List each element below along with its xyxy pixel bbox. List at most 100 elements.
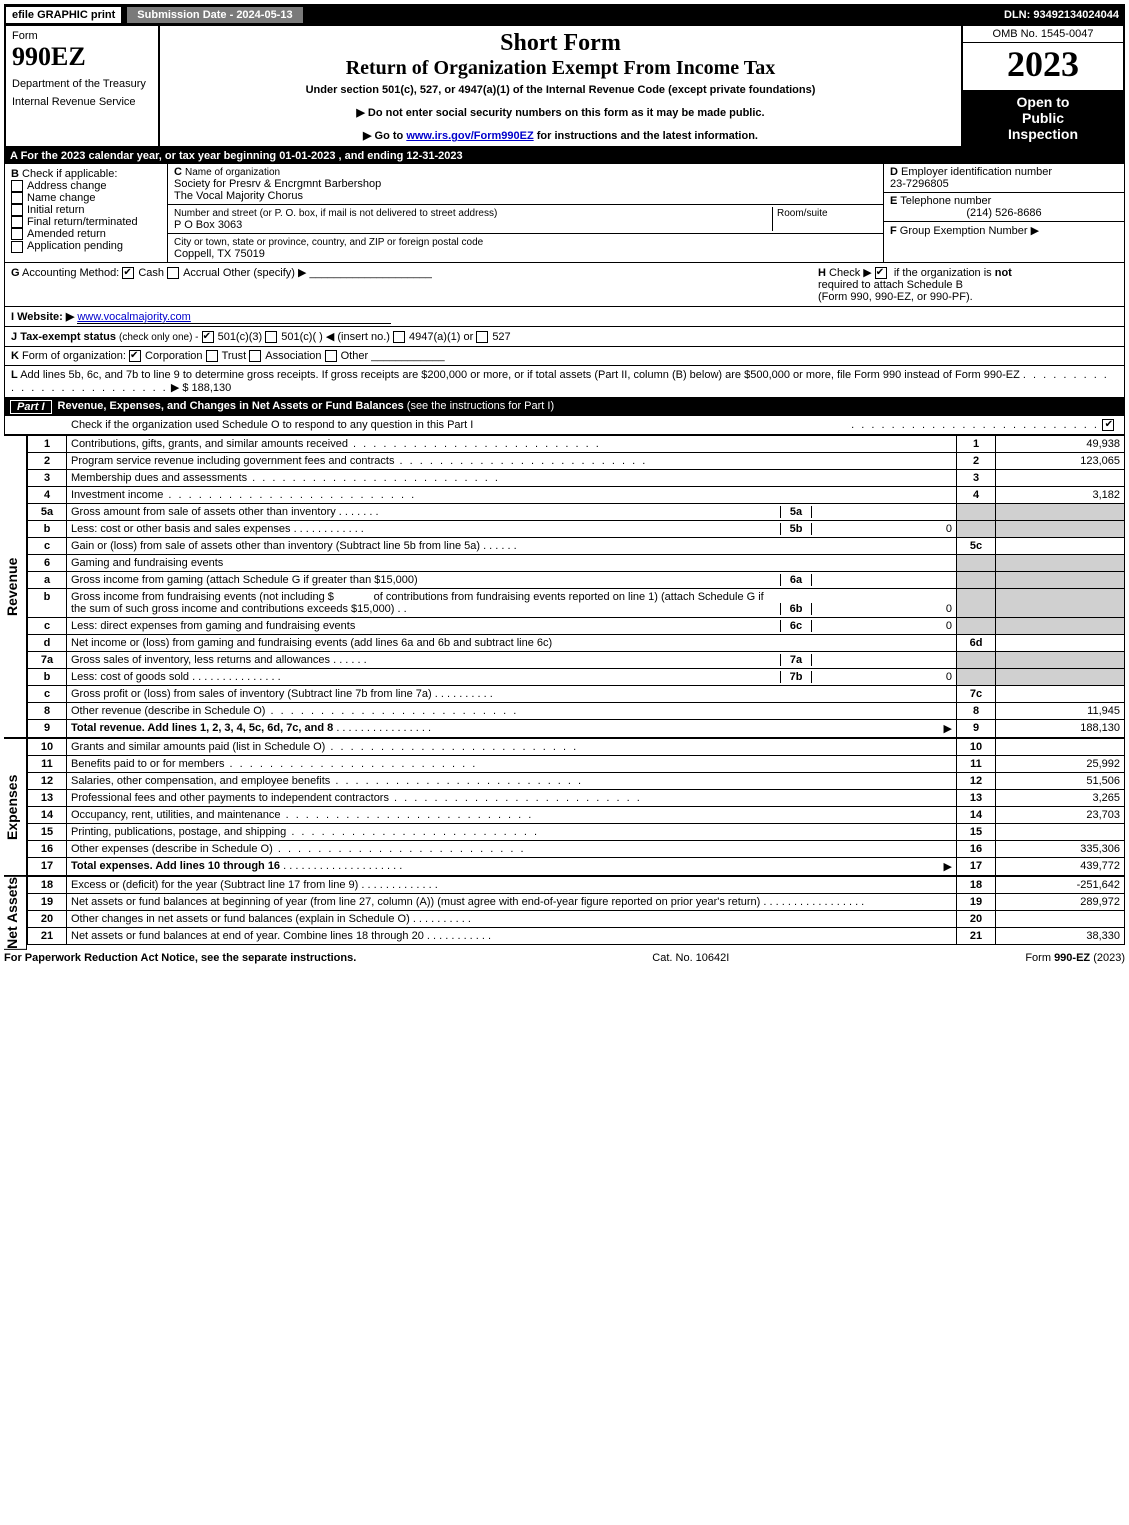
checkbox-cash[interactable]	[122, 267, 134, 279]
line-6b-sub: 6b	[780, 603, 812, 615]
line-21-desc: Net assets or fund balances at end of ye…	[71, 930, 424, 942]
checkbox-accrual[interactable]	[167, 267, 179, 279]
section-d-label: D	[890, 166, 898, 178]
dept-irs: Internal Revenue Service	[12, 96, 152, 108]
shade-cell	[957, 521, 996, 538]
line-6c-subval: 0	[812, 620, 952, 632]
checkbox-name-change[interactable]	[11, 192, 23, 204]
tel-value: (214) 526-8686	[890, 207, 1118, 219]
line-17-desc: Total expenses. Add lines 10 through 16	[71, 860, 280, 872]
line-9-amount: 188,130	[996, 720, 1125, 738]
org-city: Coppell, TX 75019	[174, 248, 265, 260]
city-label: City or town, state or province, country…	[174, 237, 483, 248]
checkbox-501c3[interactable]	[202, 331, 214, 343]
line-14-num: 14	[28, 807, 67, 824]
line-12-amount: 51,506	[996, 773, 1125, 790]
line-7a-sub: 7a	[780, 654, 812, 666]
line-7b-num: b	[28, 669, 67, 686]
shade-cell	[957, 669, 996, 686]
line-9-box: 9	[957, 720, 996, 738]
footer-notice: For Paperwork Reduction Act Notice, see …	[4, 952, 356, 964]
line-13-desc: Professional fees and other payments to …	[71, 792, 389, 804]
dln-label: DLN: 93492134024044	[1004, 9, 1125, 21]
checkbox-application-pending[interactable]	[11, 241, 23, 253]
checkbox-association[interactable]	[249, 350, 261, 362]
line-5b-subval: 0	[812, 523, 952, 535]
line-row: 4Investment income43,182	[28, 487, 1125, 504]
line-4-box: 4	[957, 487, 996, 504]
arrow-icon: ▶	[944, 722, 952, 735]
checkbox-schedule-o-used[interactable]	[1102, 419, 1114, 431]
section-k: K Form of organization: Corporation Trus…	[4, 347, 1125, 366]
line-19-num: 19	[28, 894, 67, 911]
line-13-amount: 3,265	[996, 790, 1125, 807]
label-final-return: Final return/terminated	[27, 216, 138, 228]
footer-form-ref: Form 990-EZ (2023)	[1025, 952, 1125, 964]
line-7a-desc: Gross sales of inventory, less returns a…	[71, 654, 330, 666]
name-of-org-label: Name of organization	[185, 167, 280, 178]
irs-link[interactable]: www.irs.gov/Form990EZ	[406, 130, 533, 142]
website-url[interactable]: www.vocalmajority.com	[77, 311, 391, 324]
line-4-num: 4	[28, 487, 67, 504]
line-11-num: 11	[28, 756, 67, 773]
section-k-label: K	[11, 350, 19, 362]
label-amended-return: Amended return	[27, 228, 106, 240]
line-6c-desc: Less: direct expenses from gaming and fu…	[71, 620, 355, 632]
line-18-box: 18	[957, 877, 996, 894]
checkbox-4947[interactable]	[393, 331, 405, 343]
footer-form-post: (2023)	[1090, 952, 1125, 964]
efile-print-label[interactable]: efile GRAPHIC print	[4, 5, 123, 25]
line-row: 18Excess or (deficit) for the year (Subt…	[28, 877, 1125, 894]
line-7c-num: c	[28, 686, 67, 703]
line-14-amount: 23,703	[996, 807, 1125, 824]
submission-date: Submission Date - 2024-05-13	[127, 7, 302, 23]
checkbox-final-return[interactable]	[11, 216, 23, 228]
line-16-desc: Other expenses (describe in Schedule O)	[71, 843, 273, 855]
checkbox-trust[interactable]	[206, 350, 218, 362]
section-c: C Name of organization Society for Presr…	[168, 164, 884, 262]
line-19-desc: Net assets or fund balances at beginning…	[71, 896, 760, 908]
inspection-line3: Inspection	[965, 126, 1121, 142]
checkbox-corporation[interactable]	[129, 350, 141, 362]
label-initial-return: Initial return	[27, 204, 84, 216]
line-10-amount	[996, 739, 1125, 756]
label-other-org: Other	[341, 350, 369, 362]
line-8-amount: 11,945	[996, 703, 1125, 720]
shade-cell	[957, 589, 996, 618]
line-13-box: 13	[957, 790, 996, 807]
room-suite-label: Room/suite	[777, 208, 828, 219]
section-l-text: Add lines 5b, 6c, and 7b to line 9 to de…	[20, 369, 1020, 381]
line-row: 1Contributions, gifts, grants, and simil…	[28, 436, 1125, 453]
revenue-vertical-label: Revenue	[4, 435, 27, 738]
checkbox-schedule-b-not-required[interactable]	[875, 267, 887, 279]
line-16-amount: 335,306	[996, 841, 1125, 858]
line-6a-subval	[812, 574, 952, 586]
line-8-box: 8	[957, 703, 996, 720]
form-header: Form 990EZ Department of the Treasury In…	[4, 26, 1125, 148]
line-16-num: 16	[28, 841, 67, 858]
line-2-amount: 123,065	[996, 453, 1125, 470]
label-application-pending: Application pending	[27, 240, 123, 252]
shade-cell	[996, 589, 1125, 618]
label-527: 527	[492, 331, 510, 343]
line-21-amount: 38,330	[996, 928, 1125, 945]
checkbox-initial-return[interactable]	[11, 204, 23, 216]
checkbox-other-org[interactable]	[325, 350, 337, 362]
checkbox-address-change[interactable]	[11, 180, 23, 192]
arrow-icon: ▶	[944, 860, 952, 873]
shade-cell	[996, 504, 1125, 521]
line-4-desc: Investment income	[71, 489, 163, 501]
checkbox-amended-return[interactable]	[11, 228, 23, 240]
line-12-box: 12	[957, 773, 996, 790]
checkbox-501c[interactable]	[265, 331, 277, 343]
line-6c-sub: 6c	[780, 620, 812, 632]
line-6-desc: Gaming and fundraising events	[67, 555, 957, 572]
checkbox-527[interactable]	[476, 331, 488, 343]
label-other-specify: Other (specify) ▶	[223, 267, 307, 279]
tax-year: 2023	[963, 43, 1123, 90]
line-row: 17Total expenses. Add lines 10 through 1…	[28, 858, 1125, 876]
form-of-org-label: Form of organization:	[22, 350, 126, 362]
form-label: Form	[12, 30, 152, 42]
line-2-desc: Program service revenue including govern…	[71, 455, 394, 467]
footer-form-num: 990-EZ	[1054, 952, 1090, 964]
